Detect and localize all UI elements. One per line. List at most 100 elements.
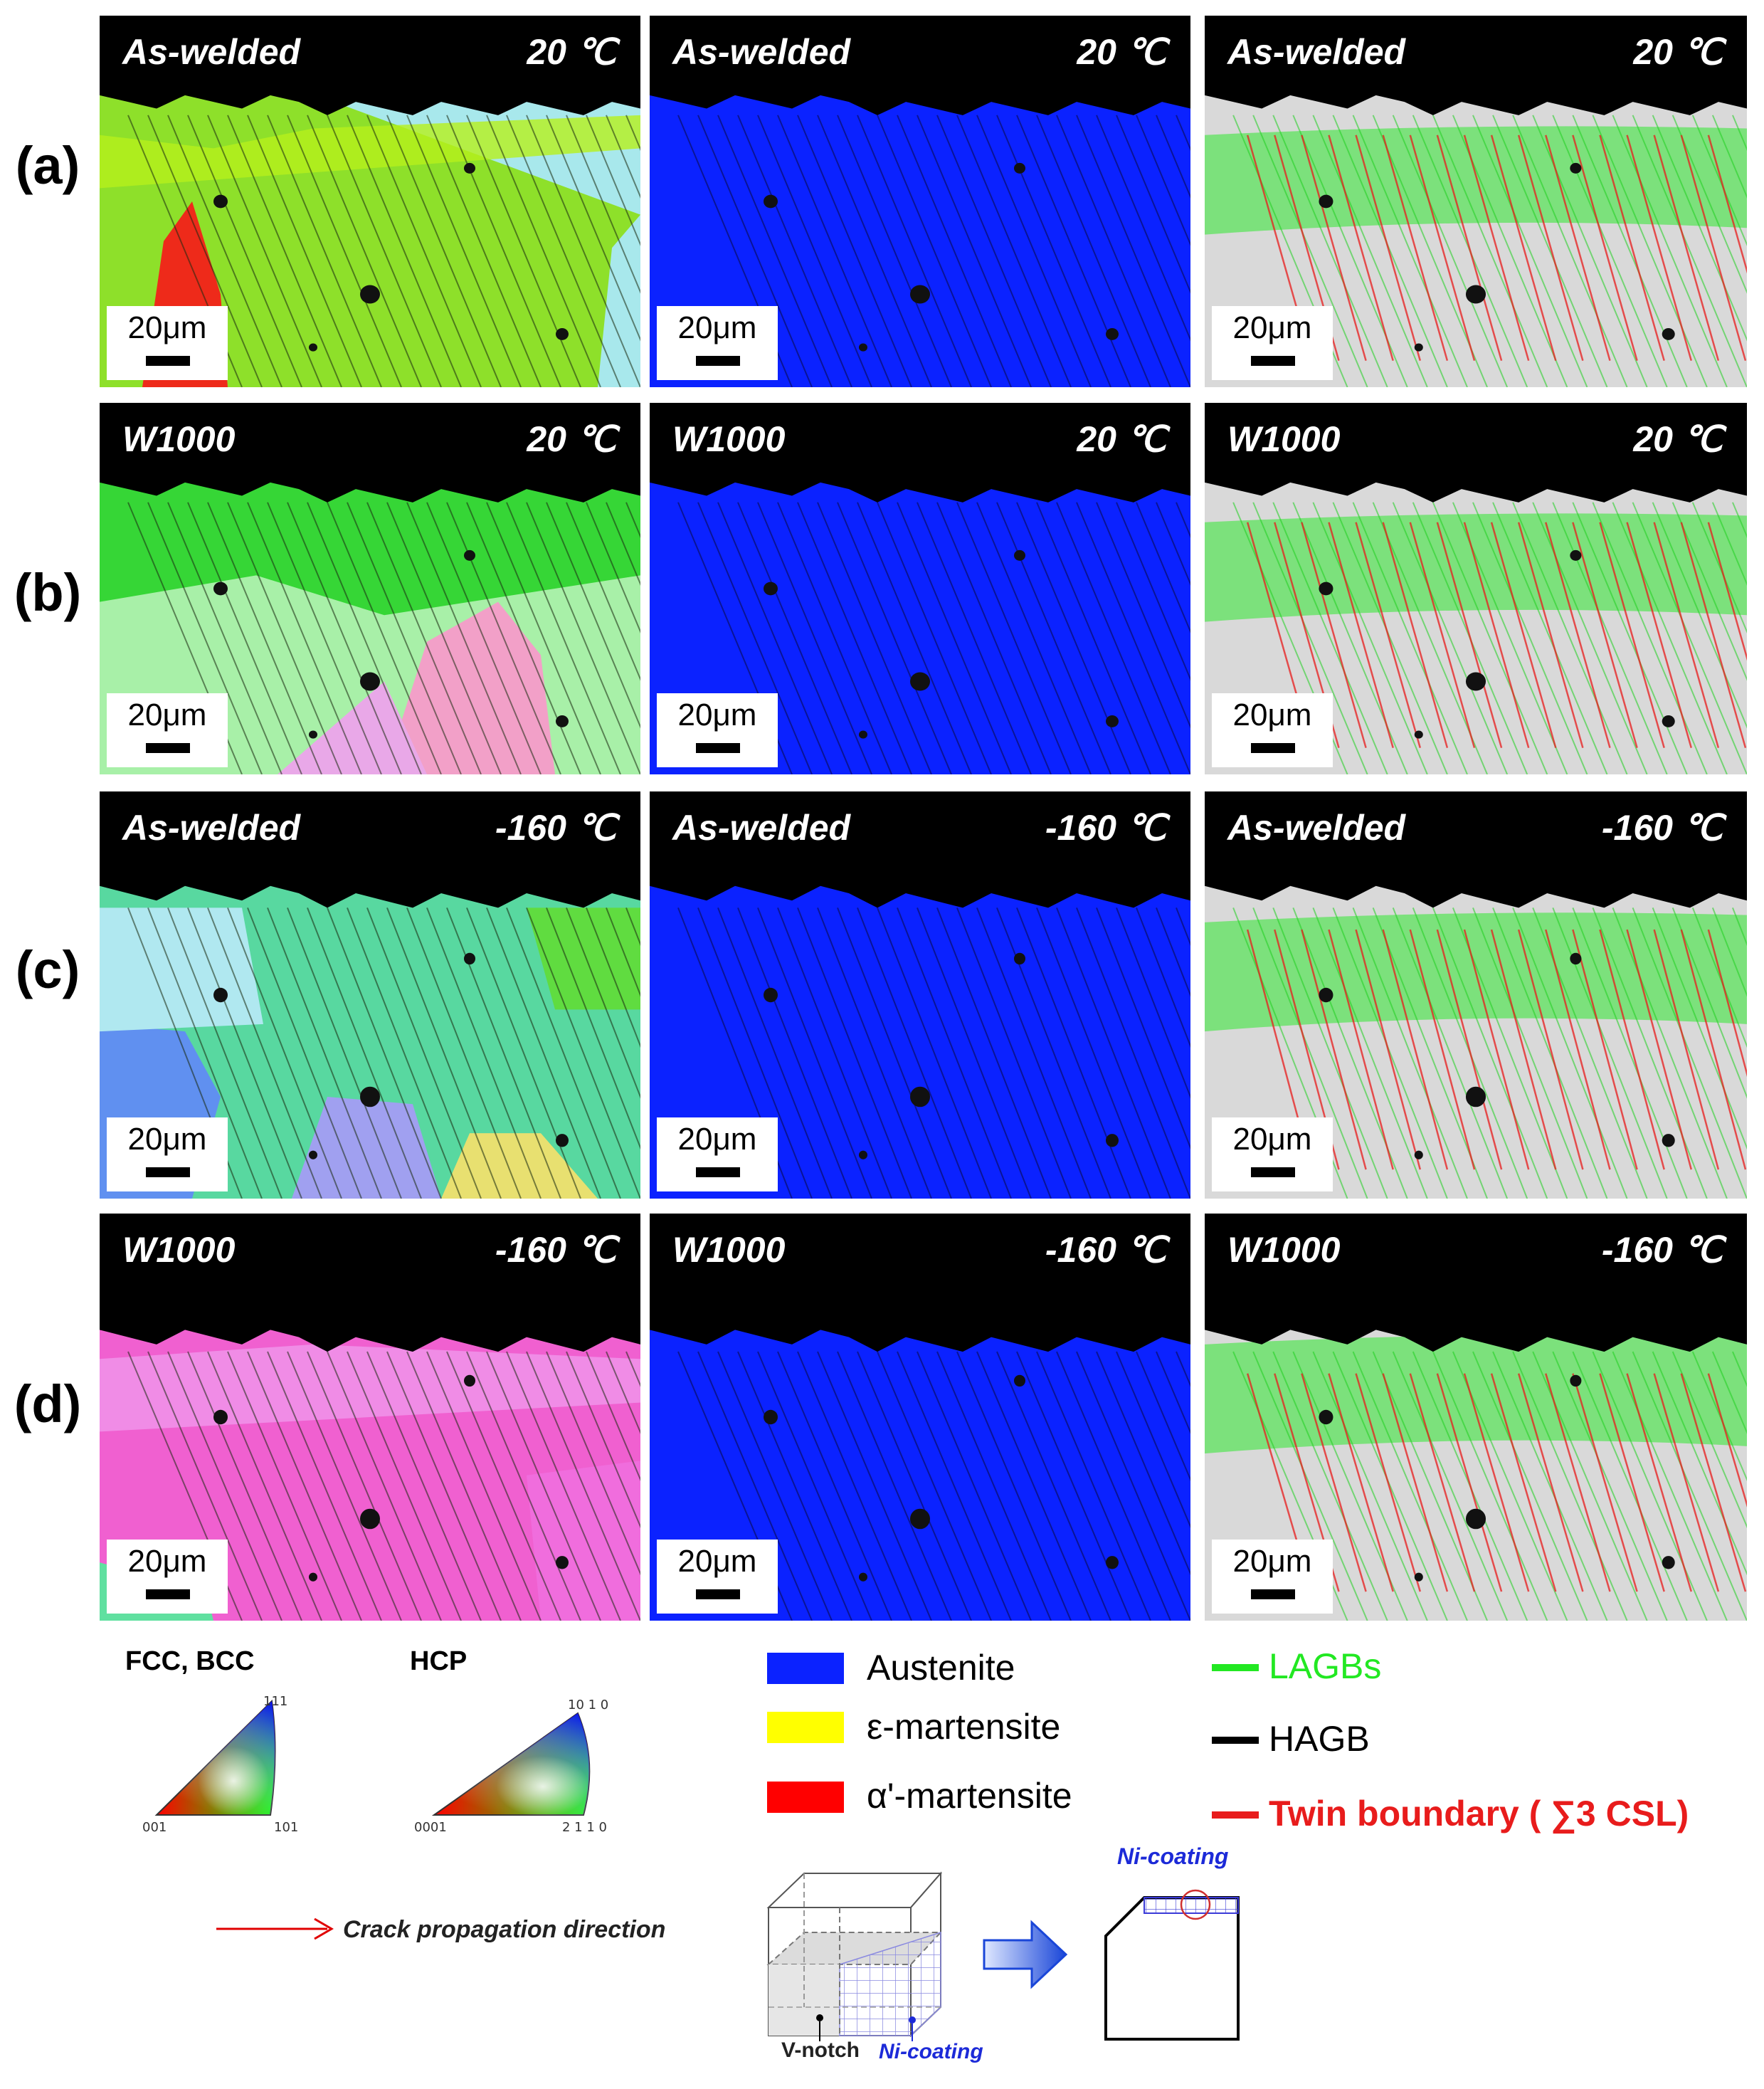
panel-temperature: 20 ℃ — [1077, 419, 1166, 459]
row-label-c: (c) — [15, 940, 80, 999]
scale-bar-line — [696, 743, 740, 753]
row-label-a: (a) — [15, 136, 80, 195]
scale-bar: 20μm — [1212, 1540, 1333, 1614]
panel-title: As-welded — [122, 32, 301, 72]
transition-arrow-icon — [983, 1920, 1068, 1989]
row-label-d: (d) — [14, 1374, 82, 1433]
boundary-hagb-label: HAGB — [1269, 1719, 1370, 1759]
specimen-schematic — [766, 1871, 943, 2041]
scale-bar-line — [1251, 1589, 1295, 1599]
phase-alpha-martensite-label: α'-martensite — [867, 1776, 1072, 1816]
ipf-legend-fcc: FCC, BCC 111 001 101 — [114, 1626, 363, 1861]
ipf-fcc-title: FCC, BCC — [125, 1646, 255, 1676]
scale-bar-line — [696, 1167, 740, 1177]
line-lagb — [1212, 1664, 1259, 1671]
panel-temperature: -160 ℃ — [495, 1230, 616, 1270]
scale-bar: 20μm — [657, 1540, 778, 1614]
micrograph-c-2: As-welded -160 ℃ 20μm — [650, 791, 1190, 1199]
crack-direction-arrow — [216, 1917, 334, 1940]
scale-bar-label: 20μm — [127, 698, 207, 732]
ipf-fcc-corner-111: 111 — [263, 1694, 288, 1709]
scale-bar: 20μm — [657, 1117, 778, 1191]
ipf-legend-hcp: HCP 10 1 0 0001 2 1 1 0 — [384, 1626, 640, 1861]
panel-title: W1000 — [1227, 419, 1341, 459]
panel-temperature: 20 ℃ — [1633, 32, 1723, 72]
ipf-hcp-triangle — [431, 1712, 591, 1816]
scale-bar: 20μm — [1212, 693, 1333, 767]
scale-bar-line — [146, 1167, 190, 1177]
panel-title: As-welded — [672, 32, 851, 72]
panel-temperature: -160 ℃ — [1601, 1230, 1723, 1270]
scale-bar-label: 20μm — [1232, 310, 1312, 345]
scale-bar: 20μm — [657, 306, 778, 380]
panel-temperature: 20 ℃ — [1077, 32, 1166, 72]
boundary-twin-label: Twin boundary ( ∑3 CSL) — [1269, 1794, 1689, 1833]
swatch-austenite — [767, 1653, 844, 1684]
scale-bar-line — [1251, 356, 1295, 366]
scale-bar: 20μm — [1212, 1117, 1333, 1191]
micrograph-a-1: As-welded 20 ℃ 20μm — [100, 16, 640, 387]
micrograph-d-1: W1000 -160 ℃ 20μm — [100, 1214, 640, 1621]
scale-bar-label: 20μm — [127, 1544, 207, 1579]
scale-bar-label: 20μm — [677, 1544, 757, 1579]
panel-temperature: 20 ℃ — [1633, 419, 1723, 459]
scale-bar-line — [696, 1589, 740, 1599]
ipf-hcp-corner-2110: 2 1 1 0 — [562, 1820, 607, 1835]
scale-bar-line — [1251, 1167, 1295, 1177]
scale-bar-label: 20μm — [1232, 1122, 1312, 1157]
scale-bar-line — [146, 743, 190, 753]
scale-bar: 20μm — [1212, 306, 1333, 380]
scale-bar-line — [146, 356, 190, 366]
micrograph-c-1: As-welded -160 ℃ 20μm — [100, 791, 640, 1199]
panel-title: W1000 — [122, 1230, 236, 1270]
panel-temperature: 20 ℃ — [527, 32, 616, 72]
swatch-alpha-martensite — [767, 1782, 844, 1813]
ipf-hcp-corner-0001: 0001 — [414, 1820, 447, 1835]
line-twin — [1212, 1811, 1259, 1819]
scale-bar-label: 20μm — [1232, 698, 1312, 732]
cross-section-schematic — [1104, 1889, 1240, 2041]
micrograph-b-2: W1000 20 ℃ 20μm — [650, 403, 1190, 774]
scale-bar-line — [1251, 743, 1295, 753]
ipf-fcc-triangle — [154, 1699, 276, 1816]
micrograph-b-3: W1000 20 ℃ 20μm — [1205, 403, 1747, 774]
panel-title: W1000 — [1227, 1230, 1341, 1270]
micrograph-d-3: W1000 -160 ℃ 20μm — [1205, 1214, 1747, 1621]
panel-title: As-welded — [672, 808, 851, 848]
ipf-fcc-corner-101: 101 — [274, 1820, 299, 1835]
panel-title: W1000 — [672, 419, 786, 459]
boundary-lagb-label: LAGBs — [1269, 1646, 1382, 1686]
panel-temperature: -160 ℃ — [1045, 808, 1166, 848]
scale-bar-label: 20μm — [127, 310, 207, 345]
line-hagb — [1212, 1737, 1259, 1744]
phase-epsilon-martensite-label: ε-martensite — [867, 1707, 1061, 1747]
panel-title: W1000 — [122, 419, 236, 459]
micrograph-c-3: As-welded -160 ℃ 20μm — [1205, 791, 1747, 1199]
scale-bar: 20μm — [107, 1117, 228, 1191]
row-label-b: (b) — [14, 563, 82, 622]
panel-temperature: -160 ℃ — [495, 808, 616, 848]
micrograph-b-1: W1000 20 ℃ 20μm — [100, 403, 640, 774]
panel-title: As-welded — [122, 808, 301, 848]
panel-temperature: -160 ℃ — [1601, 808, 1723, 848]
scale-bar-label: 20μm — [127, 1122, 207, 1157]
scale-bar: 20μm — [657, 693, 778, 767]
ipf-fcc-corner-001: 001 — [142, 1820, 167, 1835]
scale-bar-label: 20μm — [677, 1122, 757, 1157]
scale-bar-label: 20μm — [1232, 1544, 1312, 1579]
panel-title: W1000 — [672, 1230, 786, 1270]
ni-coating-bottom-label: Ni-coating — [879, 2040, 983, 2063]
scale-bar-line — [146, 1589, 190, 1599]
ni-coating-top-label: Ni-coating — [1117, 1843, 1229, 1869]
micrograph-a-2: As-welded 20 ℃ 20μm — [650, 16, 1190, 387]
ipf-hcp-corner-1010: 10 1 0 — [568, 1698, 609, 1712]
panel-title: As-welded — [1227, 32, 1406, 72]
panel-title: As-welded — [1227, 808, 1406, 848]
micrograph-a-3: As-welded 20 ℃ 20μm — [1205, 16, 1747, 387]
panel-temperature: 20 ℃ — [527, 419, 616, 459]
crack-direction-label: Crack propagation direction — [343, 1916, 666, 1943]
scale-bar: 20μm — [107, 693, 228, 767]
scale-bar-line — [696, 356, 740, 366]
phase-austenite-label: Austenite — [867, 1648, 1015, 1688]
micrograph-d-2: W1000 -160 ℃ 20μm — [650, 1214, 1190, 1621]
